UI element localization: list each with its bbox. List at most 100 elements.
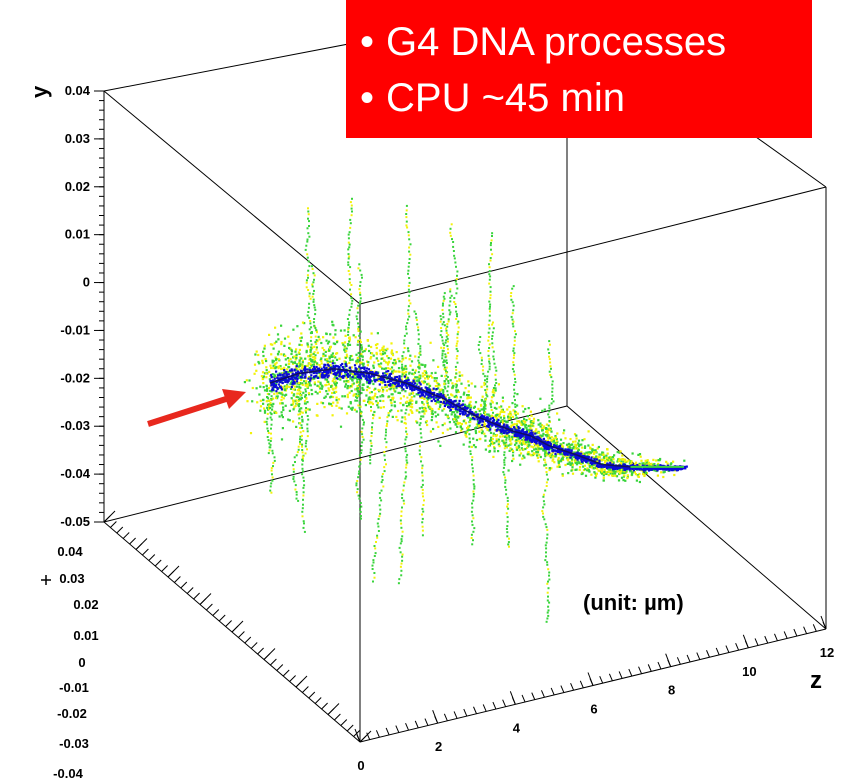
cloud-dot bbox=[607, 474, 610, 477]
cloud-dot bbox=[540, 427, 544, 430]
cloud-dot bbox=[480, 356, 483, 359]
cloud-dot bbox=[440, 330, 443, 333]
track-dot bbox=[481, 423, 484, 426]
cloud-dot bbox=[602, 474, 605, 477]
cloud-dot bbox=[349, 385, 352, 388]
cloud-dot bbox=[387, 367, 390, 370]
cloud-dot bbox=[275, 357, 278, 361]
cloud-dot bbox=[602, 457, 605, 460]
cloud-dot bbox=[332, 355, 336, 358]
cloud-dot bbox=[318, 338, 321, 341]
track-dot bbox=[329, 371, 332, 374]
cloud-dot bbox=[499, 411, 502, 414]
track-dot bbox=[571, 454, 574, 457]
cloud-dot bbox=[300, 336, 303, 339]
cloud-dot bbox=[488, 368, 491, 371]
track-dot bbox=[676, 468, 679, 472]
cloud-dot bbox=[577, 450, 580, 453]
cloud-dot bbox=[510, 421, 513, 424]
cloud-dot bbox=[488, 444, 492, 447]
track-dot bbox=[320, 367, 323, 370]
cloud-dot bbox=[307, 213, 310, 216]
track-dot bbox=[332, 365, 335, 368]
cloud-dot bbox=[509, 440, 512, 443]
cloud-dot bbox=[246, 400, 249, 403]
cloud-dot bbox=[514, 399, 516, 402]
cloud-dot bbox=[537, 460, 540, 463]
cloud-dot bbox=[395, 387, 398, 390]
track-dot bbox=[543, 443, 546, 446]
track-dot bbox=[503, 429, 506, 432]
cloud-dot bbox=[490, 409, 493, 411]
cloud-dot bbox=[359, 508, 361, 511]
cloud-dot bbox=[305, 281, 308, 284]
cloud-dot bbox=[292, 394, 295, 397]
cloud-dot bbox=[590, 466, 593, 469]
cloud-dot bbox=[379, 512, 382, 515]
cloud-dot bbox=[301, 420, 304, 423]
cloud-dot bbox=[484, 423, 487, 426]
cloud-dot bbox=[422, 495, 424, 498]
cloud-dot bbox=[458, 378, 461, 381]
cloud-dot bbox=[546, 533, 549, 536]
cloud-dot bbox=[455, 318, 458, 320]
cloud-dot bbox=[458, 379, 461, 382]
cloud-dot bbox=[290, 391, 294, 394]
cloud-dot bbox=[325, 383, 328, 386]
cloud-dot bbox=[280, 411, 283, 414]
cloud-dot bbox=[456, 336, 459, 339]
cloud-dot bbox=[311, 285, 314, 288]
cloud-dot bbox=[485, 393, 488, 396]
cloud-dot bbox=[285, 393, 288, 396]
cloud-dot bbox=[579, 466, 582, 469]
cloud-dot bbox=[488, 300, 491, 303]
track-dot bbox=[318, 370, 321, 374]
track-dot bbox=[595, 464, 598, 468]
cloud-dot bbox=[417, 359, 420, 362]
cloud-dot bbox=[456, 389, 459, 392]
cloud-dot bbox=[569, 438, 572, 441]
cloud-dot bbox=[283, 344, 286, 347]
cloud-dot bbox=[421, 483, 424, 486]
cloud-dot bbox=[397, 357, 400, 360]
track-dot bbox=[348, 366, 351, 369]
cloud-dot bbox=[571, 447, 574, 450]
cloud-dot bbox=[402, 351, 405, 354]
cloud-dot bbox=[429, 341, 432, 344]
cloud-dot bbox=[405, 204, 408, 207]
cloud-dot bbox=[301, 443, 304, 446]
track-dot bbox=[465, 407, 468, 410]
cloud-dot bbox=[356, 394, 359, 397]
cloud-dot bbox=[541, 409, 544, 412]
cloud-dot bbox=[406, 347, 410, 350]
cloud-dot bbox=[302, 391, 305, 394]
cloud-dot bbox=[304, 452, 307, 455]
cloud-dot bbox=[448, 304, 451, 307]
cloud-dot bbox=[302, 494, 305, 497]
cloud-dot bbox=[442, 321, 445, 324]
track-dot bbox=[310, 374, 313, 377]
cloud-dot bbox=[513, 395, 515, 398]
track-dot bbox=[454, 405, 457, 409]
cloud-dot bbox=[443, 324, 446, 327]
track-dot bbox=[287, 379, 290, 382]
cloud-dot bbox=[446, 415, 449, 418]
cloud-dot bbox=[391, 354, 395, 357]
cloud-dot bbox=[469, 417, 472, 420]
cloud-dot bbox=[383, 466, 386, 469]
track-dot bbox=[516, 430, 519, 433]
cloud-dot bbox=[305, 244, 308, 247]
cloud-dot bbox=[454, 365, 457, 368]
track-dot bbox=[566, 453, 569, 456]
track-dot bbox=[401, 384, 404, 387]
track-dot bbox=[629, 467, 632, 470]
cloud-dot bbox=[656, 464, 659, 467]
cloud-dot bbox=[470, 533, 473, 536]
cloud-dot bbox=[300, 407, 303, 410]
cloud-dot bbox=[348, 278, 351, 281]
cloud-dot bbox=[401, 497, 404, 499]
cloud-dot bbox=[550, 467, 553, 470]
track-dot bbox=[281, 381, 284, 385]
cloud-dot bbox=[384, 437, 387, 440]
cloud-dot bbox=[346, 385, 349, 388]
